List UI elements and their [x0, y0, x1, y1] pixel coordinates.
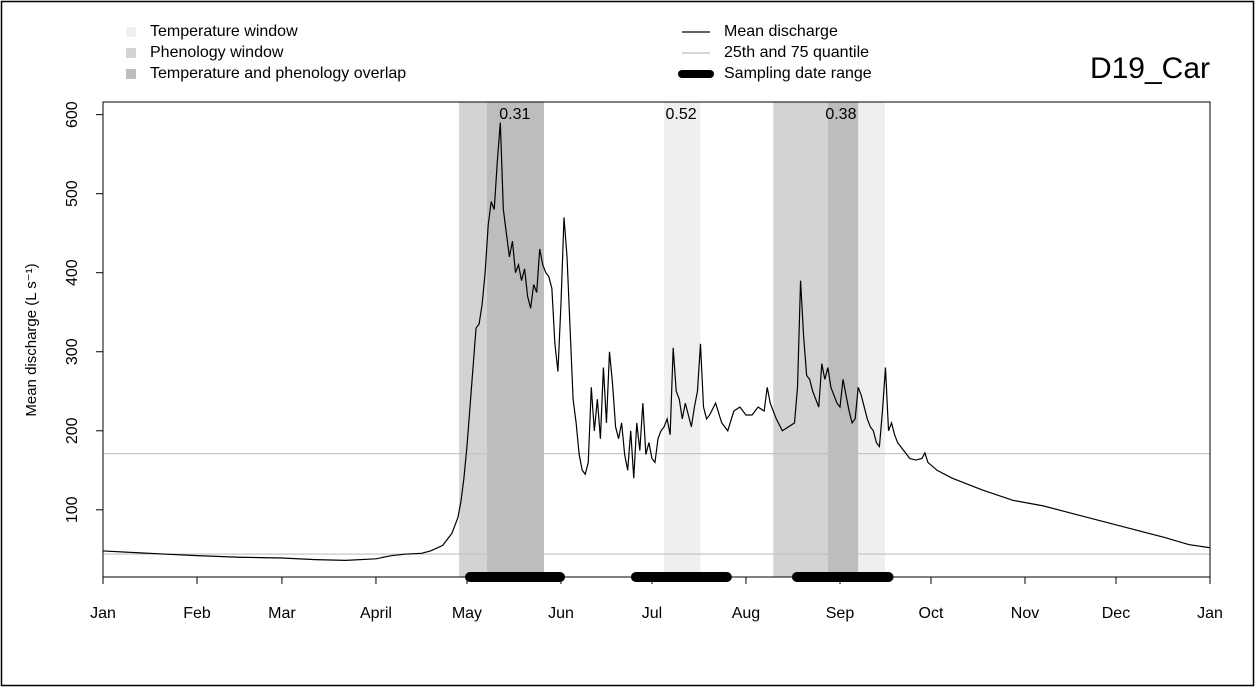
legend-swatch [126, 48, 136, 58]
x-tick-label: Jan [90, 605, 116, 622]
legend-label: Temperature window [150, 23, 298, 40]
legend-label: Phenology window [150, 44, 284, 61]
y-tick-label: 300 [64, 338, 81, 365]
y-tick-label: 200 [64, 417, 81, 444]
x-tick-label: Jun [548, 605, 574, 622]
legend-label: Sampling date range [724, 65, 872, 82]
correlation-label: 0.52 [665, 106, 696, 123]
x-tick-label: Nov [1011, 605, 1039, 622]
x-tick-label: Sep [826, 605, 855, 622]
window-span [459, 102, 487, 577]
window-span [827, 102, 859, 577]
x-tick-label: Jul [642, 605, 662, 622]
legend-swatch [126, 69, 136, 79]
legend-label: 25th and 75 quantile [724, 44, 869, 61]
x-tick-label: Jan [1197, 605, 1223, 622]
y-tick-label: 100 [64, 496, 81, 523]
discharge-line [102, 122, 1211, 562]
legend-label: Temperature and phenology overlap [150, 65, 406, 82]
y-tick-label: 500 [64, 180, 81, 207]
correlation-label: 0.31 [499, 106, 530, 123]
window-span [664, 102, 701, 577]
window-span [486, 102, 544, 577]
x-tick-label: Aug [732, 605, 760, 622]
legend-swatch [126, 27, 136, 37]
y-tick-label: 600 [64, 101, 81, 128]
correlation-label: 0.38 [825, 106, 856, 123]
x-tick-label: April [360, 605, 392, 622]
y-tick-label: 400 [64, 259, 81, 286]
x-tick-label: May [452, 605, 482, 622]
chart-title: D19_Car [1090, 52, 1210, 85]
x-tick-label: Dec [1102, 605, 1130, 622]
window-span [856, 102, 885, 577]
x-tick-label: Oct [919, 605, 944, 622]
window-span [773, 102, 828, 577]
legend-label: Mean discharge [724, 23, 838, 40]
y-axis-label: Mean discharge (L s⁻¹) [23, 263, 40, 416]
plot-box [102, 101, 1211, 578]
x-tick-label: Feb [183, 605, 211, 622]
x-tick-label: Mar [268, 605, 296, 622]
